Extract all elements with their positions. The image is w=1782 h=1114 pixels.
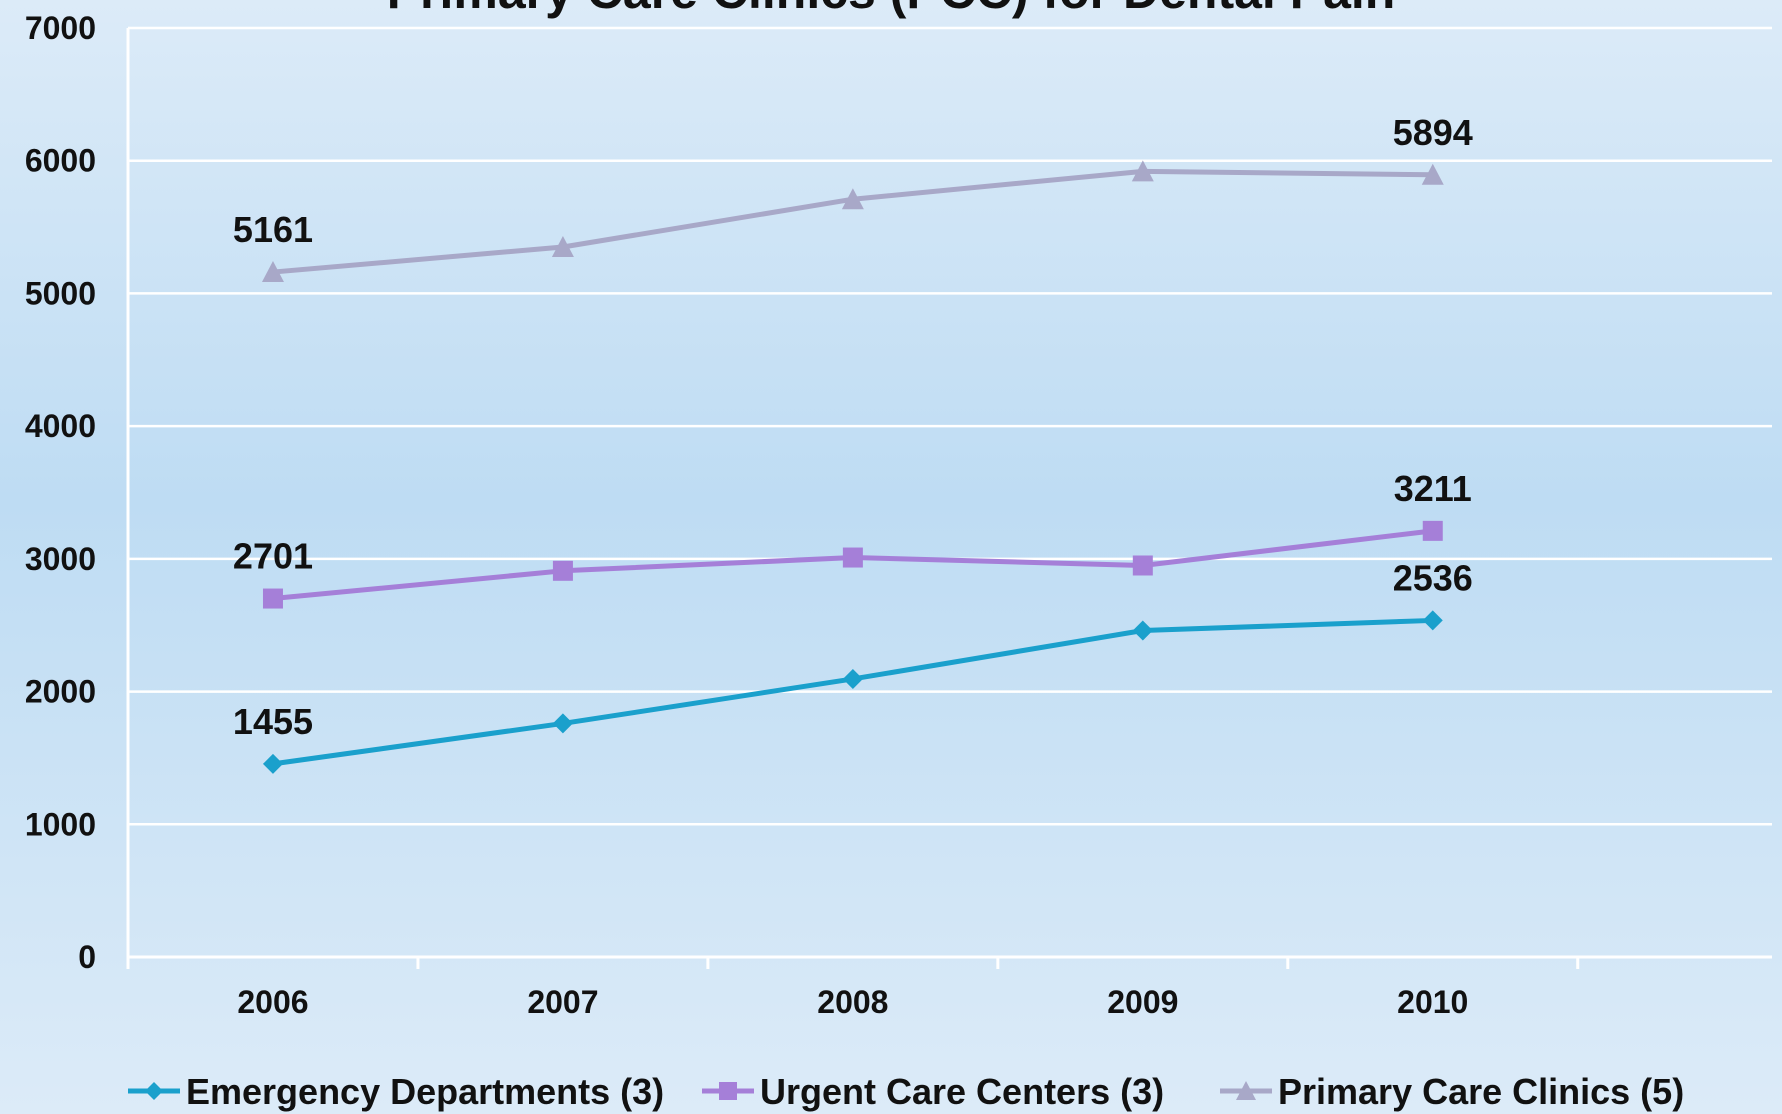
series-diamond — [262, 610, 1443, 774]
data-point-square — [1132, 555, 1153, 576]
y-tick-label: 1000 — [25, 806, 96, 842]
x-tick-label: 2008 — [817, 984, 888, 1020]
axes: 0 1000 2000 3000 4000 5000 6000 7000 2006 2007 200… — [25, 10, 1772, 1020]
y-tick-label: 7000 — [25, 10, 96, 46]
data-point-diamond — [1422, 610, 1443, 631]
legend-label: Urgent Care Centers (3) — [760, 1071, 1164, 1112]
data-point-diamond — [552, 713, 573, 734]
y-tick-label: 2000 — [25, 674, 96, 710]
y-tick-label: 3000 — [25, 541, 96, 577]
series-triangle — [261, 160, 1444, 283]
data-point-square — [262, 588, 283, 609]
data-point-square — [552, 560, 573, 581]
y-tick-label: 0 — [78, 939, 96, 975]
data-point-triangle — [841, 188, 864, 210]
legend-label: Primary Care Clinics (5) — [1278, 1071, 1684, 1112]
data-label: 5161 — [233, 209, 313, 250]
y-tick-label: 5000 — [25, 275, 96, 311]
legend-item: Emergency Departments (3) — [128, 1071, 664, 1112]
data-label: 3211 — [1394, 468, 1472, 509]
data-point-square — [719, 1082, 737, 1100]
series-lines — [261, 160, 1444, 774]
data-label: 1455 — [233, 701, 313, 742]
y-tick-label: 4000 — [25, 408, 96, 444]
legend-label: Emergency Departments (3) — [186, 1071, 664, 1112]
y-tick-label: 6000 — [25, 143, 96, 179]
data-point-triangle — [1421, 163, 1444, 185]
chart-title: Primary Care Clinics (PCC) for Dental Pa… — [387, 0, 1396, 19]
data-point-diamond — [262, 753, 283, 774]
data-point-triangle — [1131, 160, 1154, 182]
legend-item: Urgent Care Centers (3) — [702, 1071, 1164, 1112]
data-labels: 1455 2536 2701 3211 5161 5894 — [233, 112, 1473, 742]
legend: Emergency Departments (3) Urgent Care Cen… — [128, 1071, 1684, 1112]
data-label: 2536 — [1393, 557, 1473, 598]
data-point-diamond — [1132, 620, 1153, 641]
x-tick-label: 2007 — [527, 984, 598, 1020]
data-label: 2701 — [233, 536, 313, 577]
series-square — [262, 520, 1443, 609]
data-point-triangle — [261, 261, 284, 283]
data-point-square — [842, 547, 863, 568]
data-point-triangle — [551, 235, 574, 257]
legend-item: Primary Care Clinics (5) — [1220, 1071, 1684, 1112]
x-tick-label: 2009 — [1107, 984, 1178, 1020]
data-point-diamond — [842, 668, 863, 689]
data-point-square — [1422, 520, 1443, 541]
data-label: 5894 — [1393, 112, 1473, 153]
data-point-diamond — [145, 1082, 163, 1100]
data-point-triangle — [1236, 1081, 1256, 1100]
x-tick-label: 2006 — [237, 984, 308, 1020]
x-tick-label: 2010 — [1397, 984, 1468, 1020]
